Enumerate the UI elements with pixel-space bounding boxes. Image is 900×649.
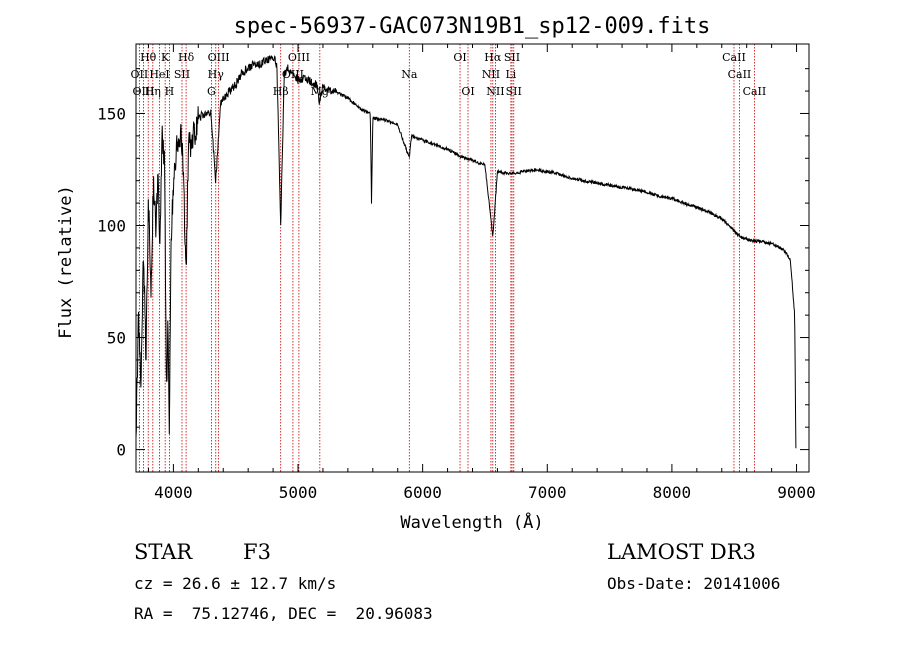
spectral-subclass: F3 <box>243 540 271 564</box>
survey-name: LAMOST DR3 <box>607 540 756 564</box>
spectral-line-label: NII <box>486 85 504 98</box>
x-axis: 4000 5000 6000 7000 8000 9000 <box>147 44 816 502</box>
observation-date: Obs-Date: 20141006 <box>607 574 780 593</box>
spectral-line-label: CaII <box>722 51 746 64</box>
x-tick-label: 6000 <box>403 483 442 502</box>
spectral-line-label: H <box>165 85 175 98</box>
x-tick-label: 9000 <box>777 483 816 502</box>
spectral-line-label: HeI <box>149 68 169 81</box>
spectral-line-label: OIII <box>132 85 154 98</box>
y-tick-label: 50 <box>107 329 126 348</box>
spectral-line-label: OIII <box>208 51 230 64</box>
y-axis-label: Flux (relative) <box>56 185 76 339</box>
spectral-line-label: NII <box>482 68 500 81</box>
object-class: STAR <box>134 540 193 564</box>
y-tick-label: 150 <box>97 104 126 123</box>
spectral-line-label: CaII <box>728 68 752 81</box>
spectral-line-label: Hβ <box>273 85 289 98</box>
spectral-line-label: Hη <box>145 85 161 98</box>
spectral-line-label: SII <box>506 85 522 98</box>
spectral-line-label: CaII <box>743 85 767 98</box>
plot-frame <box>135 43 810 473</box>
spectral-line-markers <box>138 44 755 472</box>
x-tick-label: 7000 <box>528 483 567 502</box>
spectral-line-label: Hδ <box>178 51 195 64</box>
spectral-line-label: OI <box>461 85 474 98</box>
x-tick-label: 5000 <box>279 483 318 502</box>
spectral-line-label: Hα <box>484 51 502 64</box>
spectral-line-label: Hγ <box>208 68 225 81</box>
y-tick-label: 0 <box>116 441 126 460</box>
spectral-line-label: SII <box>174 68 190 81</box>
spectral-line-label: Mg <box>311 85 329 98</box>
spectral-line-label: OIII <box>288 51 310 64</box>
x-tick-label: 8000 <box>653 483 692 502</box>
sky-coordinates: RA = 75.12746, DEC = 20.96083 <box>134 604 433 623</box>
spectral-line-label: Hθ <box>140 51 157 64</box>
spectral-line-label: K <box>161 51 170 64</box>
x-axis-label: Wavelength (Å) <box>400 511 543 533</box>
chart-title: spec-56937-GAC073N19B1_sp12-009.fits <box>234 14 711 39</box>
y-tick-label: 100 <box>97 217 126 236</box>
spectral-line-label: Li <box>505 68 516 81</box>
spectral-line-label: G <box>207 85 216 98</box>
spectral-line-label: OI <box>453 51 466 64</box>
y-axis: 0 50 100 150 <box>97 68 809 460</box>
x-tick-label: 4000 <box>154 483 193 502</box>
spectrum-series-line <box>135 55 797 449</box>
spectral-line-label: Na <box>401 68 418 81</box>
spectral-line-label: SII <box>504 51 520 64</box>
spectral-line-label: OII <box>131 68 149 81</box>
redshift-velocity: cz = 26.6 ± 12.7 km/s <box>134 574 336 593</box>
